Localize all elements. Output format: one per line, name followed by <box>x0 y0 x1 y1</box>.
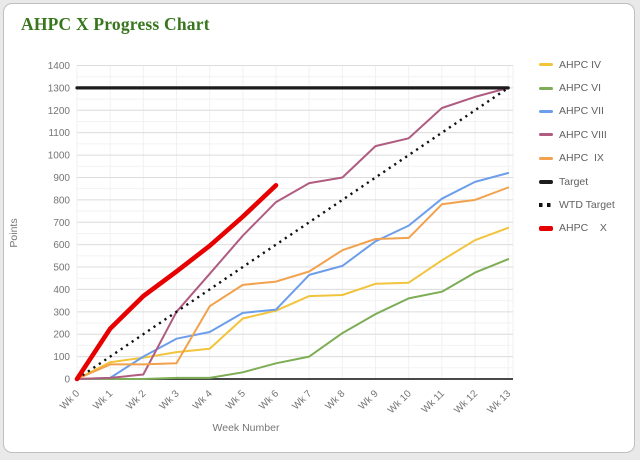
legend-label: Target <box>559 175 589 188</box>
y-tick-label: 800 <box>53 195 70 206</box>
y-tick-label: 900 <box>53 173 70 184</box>
y-tick-label: 1100 <box>48 128 70 139</box>
chart-legend: AHPC IV AHPC VI AHPC VII AHPC VIII AHPC IX Ta… <box>539 53 615 240</box>
gridlines <box>76 65 514 380</box>
x-tick-label: Wk 2 <box>125 388 149 412</box>
legend-item-ahpc-vii: AHPC VII <box>539 100 615 123</box>
y-tick-label: 300 <box>53 307 70 318</box>
x-tick-label: Wk 3 <box>158 388 182 412</box>
legend-label: AHPC VIII <box>559 128 607 141</box>
y-tick-label: 1200 <box>48 106 71 117</box>
x-tick-label: Wk 11 <box>420 388 448 416</box>
y-tick-label: 1300 <box>48 83 71 94</box>
x-tick-label: Wk 9 <box>357 388 381 412</box>
legend-swatch-icon <box>539 133 553 137</box>
y-tick-label: 100 <box>53 352 70 363</box>
legend-item-wtd-target: WTD Target <box>539 193 615 216</box>
series-line-ahpc-x <box>74 183 279 382</box>
legend-swatch-icon <box>539 156 553 160</box>
legend-label: AHPC X <box>559 222 607 235</box>
legend-label: AHPC IV <box>559 58 602 71</box>
legend-label: AHPC IX <box>559 152 604 165</box>
x-tick-label: Wk 8 <box>324 388 348 412</box>
legend-item-ahpc-vi: AHPC VI <box>539 76 615 99</box>
y-tick-label: 1400 <box>48 61 71 72</box>
legend-swatch-icon <box>539 225 553 231</box>
series-line-ahpc-iv <box>76 226 510 380</box>
series-lines <box>74 86 510 382</box>
chart-title: AHPC X Progress Chart <box>21 14 210 34</box>
x-tick-label: Wk 7 <box>290 388 314 412</box>
y-tick-label: 500 <box>53 263 70 274</box>
x-tick-label: Wk 4 <box>191 388 215 412</box>
y-tick-label: 400 <box>53 285 70 296</box>
legend-label: AHPC VI <box>559 82 602 95</box>
legend-swatch-icon <box>539 63 553 67</box>
y-tick-label: 1000 <box>48 151 71 162</box>
legend-label: AHPC VII <box>559 105 604 118</box>
legend-item-target: Target <box>539 170 615 193</box>
y-tick-label: 200 <box>53 330 70 341</box>
legend-item-ahpc-iv: AHPC IV <box>539 53 615 76</box>
series-line-wtd-target <box>76 86 509 380</box>
x-tick-label: Wk 6 <box>257 388 281 412</box>
legend-item-ahpc-x: AHPC X <box>539 217 615 240</box>
legend-swatch-icon <box>539 203 553 207</box>
y-tick-label: 0 <box>64 375 70 386</box>
legend-swatch-icon <box>539 86 553 90</box>
x-tick-label: Wk 0 <box>58 388 82 412</box>
x-axis-title: Week Number <box>213 422 280 434</box>
legend-label: WTD Target <box>559 199 615 212</box>
legend-item-ahpc-ix: AHPC IX <box>539 147 615 170</box>
y-axis-title: Points <box>8 218 20 247</box>
series-line-ahpc-vii <box>76 172 510 380</box>
x-tick-label: Wk 10 <box>386 388 414 416</box>
legend-item-ahpc-viii: AHPC VIII <box>539 123 615 146</box>
series-line-ahpc-vi <box>76 258 510 380</box>
x-tick-label: Wk 5 <box>224 388 248 412</box>
series-line-ahpc-ix <box>76 186 510 380</box>
x-tick-label: Wk 1 <box>91 388 115 412</box>
y-tick-label: 600 <box>53 240 70 251</box>
x-tick-label: Wk 13 <box>486 388 514 416</box>
y-tick-label: 700 <box>53 218 70 229</box>
legend-swatch-icon <box>539 109 553 113</box>
x-tick-label: Wk 12 <box>452 388 480 416</box>
legend-swatch-icon <box>539 179 553 184</box>
